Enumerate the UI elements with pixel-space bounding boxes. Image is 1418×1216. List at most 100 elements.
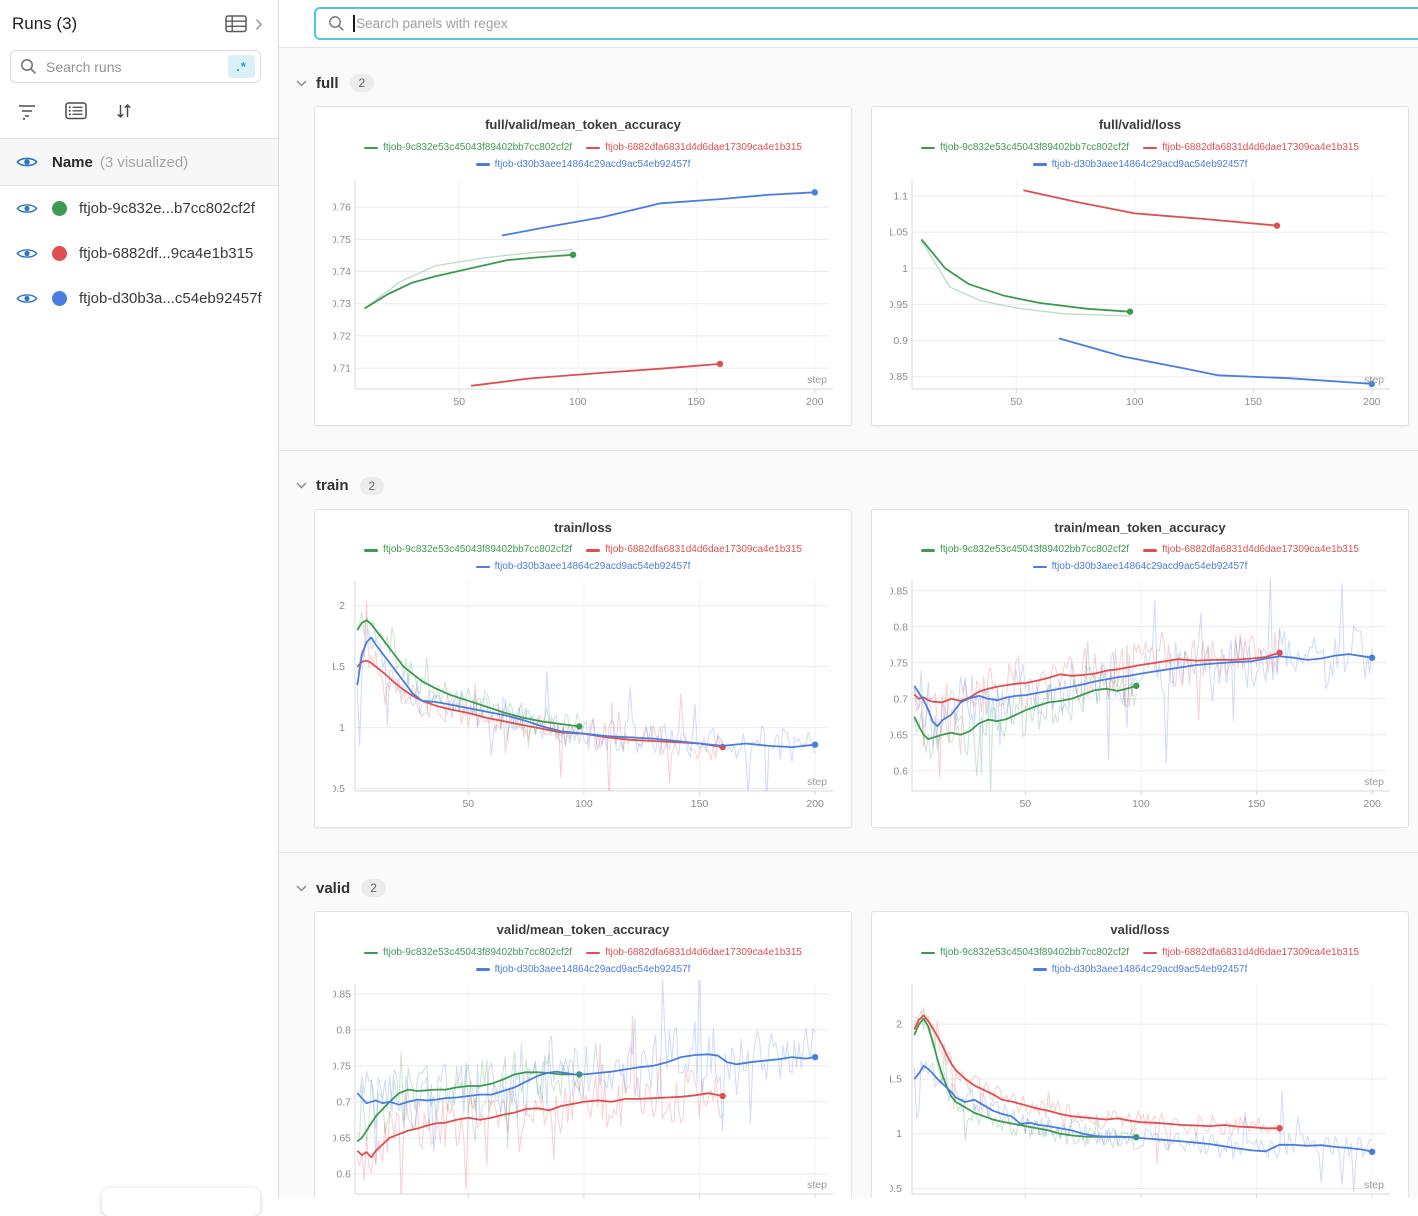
legend-swatch — [364, 146, 379, 149]
legend-entry[interactable]: ftjob-9c832e53c45043f89402bb7cc802cf2f — [921, 141, 1129, 155]
table-view-button[interactable] — [223, 13, 249, 35]
run-row[interactable]: ftjob-6882df...9ca4e1b315 — [0, 231, 278, 276]
legend-entry[interactable]: ftjob-6882dfa6831d4d6dae17309ca4e1b315 — [586, 141, 802, 155]
legend-entry[interactable]: ftjob-9c832e53c45043f89402bb7cc802cf2f — [364, 141, 572, 155]
run-name: ftjob-9c832e...b7cc802cf2f — [79, 200, 255, 217]
legend-entry[interactable]: ftjob-6882dfa6831d4d6dae17309ca4e1b315 — [586, 543, 802, 557]
expand-table-button[interactable] — [253, 16, 265, 33]
chart-panel[interactable]: valid/mean_token_accuracy ftjob-9c832e53c… — [314, 911, 852, 1198]
svg-text:0.65: 0.65 — [888, 729, 909, 741]
svg-text:0.85: 0.85 — [331, 988, 352, 1000]
chevron-down-icon[interactable] — [296, 482, 307, 489]
x-axis-label: step — [1364, 1179, 1384, 1191]
panel-section-train: train 2 train/loss ftjob-9c832e53c45043f894… — [279, 451, 1418, 853]
chart-title: full/valid/mean_token_accuracy — [485, 117, 681, 132]
legend-swatch — [475, 565, 490, 569]
legend-run-name: ftjob-6882dfa6831d4d6dae17309ca4e1b315 — [605, 544, 802, 556]
legend-entry[interactable]: ftjob-d30b3aee14864c29acd9ac54eb92457f — [475, 560, 691, 574]
chart-legend: ftjob-9c832e53c45043f89402bb7cc802cf2f ft… — [325, 541, 841, 575]
legend-swatch — [586, 951, 601, 954]
section-title: train — [316, 477, 349, 494]
legend-swatch — [586, 146, 601, 149]
svg-text:0.72: 0.72 — [331, 330, 352, 342]
sort-runs-button[interactable] — [114, 100, 134, 122]
eye-icon — [16, 204, 38, 213]
panel-search-box[interactable] — [314, 7, 1418, 40]
chart-legend: ftjob-9c832e53c45043f89402bb7cc802cf2f ft… — [325, 943, 841, 977]
run-row[interactable]: ftjob-9c832e...b7cc802cf2f — [0, 186, 278, 231]
visibility-toggle[interactable] — [14, 290, 40, 307]
chart-panel[interactable]: valid/loss ftjob-9c832e53c45043f89402bb7c… — [871, 911, 1409, 1198]
legend-swatch — [921, 951, 936, 954]
svg-text:1.5: 1.5 — [887, 1073, 902, 1085]
panel-grid: valid/mean_token_accuracy ftjob-9c832e53c… — [314, 911, 1410, 1198]
legend-entry[interactable]: ftjob-d30b3aee14864c29acd9ac54eb92457f — [1032, 560, 1247, 574]
chevron-right-icon — [255, 18, 263, 30]
runs-title: Runs (3) — [12, 14, 78, 33]
filter-runs-button[interactable] — [16, 100, 38, 122]
legend-run-name: ftjob-d30b3aee14864c29acd9ac54eb92457f — [494, 561, 691, 572]
svg-text:50: 50 — [462, 798, 474, 810]
chevron-down-icon[interactable] — [296, 79, 307, 87]
svg-text:0.76: 0.76 — [331, 201, 352, 213]
legend-run-name: ftjob-9c832e53c45043f89402bb7cc802cf2f — [940, 544, 1130, 556]
legend-entry[interactable]: ftjob-d30b3aee14864c29acd9ac54eb92457f — [1032, 963, 1247, 977]
svg-text:2: 2 — [896, 1018, 902, 1030]
legend-entry[interactable]: ftjob-d30b3aee14864c29acd9ac54eb92457f — [475, 963, 690, 977]
legend-entry[interactable]: ftjob-9c832e53c45043f89402bb7cc802cf2f — [921, 543, 1129, 557]
chart-plot[interactable]: 0.71 0.72 0.73 0.74 0.75 0.76 50 100 150 200 step — [325, 175, 841, 419]
visualized-count: (3 visualized) — [99, 153, 189, 171]
legend-run-name: ftjob-9c832e53c45043f89402bb7cc802cf2f — [940, 946, 1130, 958]
svg-text:200: 200 — [1363, 798, 1381, 810]
text-caret — [353, 15, 355, 32]
svg-text:150: 150 — [1248, 798, 1266, 810]
run-row[interactable]: ftjob-d30b3a...c54eb92457f — [0, 276, 278, 321]
legend-swatch — [364, 951, 379, 954]
chevron-down-icon[interactable] — [296, 884, 307, 892]
legend-entry[interactable]: ftjob-9c832e53c45043f89402bb7cc802cf2f — [364, 543, 572, 557]
run-color-dot — [52, 246, 67, 261]
legend-swatch — [364, 549, 379, 552]
section-header[interactable]: valid 2 — [296, 879, 1410, 897]
svg-text:1.1: 1.1 — [893, 190, 908, 202]
chart-panel[interactable]: train/mean_token_accuracy ftjob-9c832e53c… — [871, 508, 1409, 828]
runs-search-box[interactable]: .* — [10, 50, 261, 83]
legend-entry[interactable]: ftjob-6882dfa6831d4d6dae17309ca4e1b315 — [1143, 543, 1359, 557]
regex-toggle[interactable]: .* — [228, 55, 255, 78]
section-title: full — [316, 74, 339, 92]
legend-entry[interactable]: ftjob-9c832e53c45043f89402bb7cc802cf2f — [921, 946, 1129, 960]
visibility-toggle[interactable] — [14, 200, 40, 217]
group-runs-button[interactable] — [63, 100, 89, 122]
svg-text:0.65: 0.65 — [331, 1132, 352, 1144]
legend-entry[interactable]: ftjob-6882dfa6831d4d6dae17309ca4e1b315 — [1143, 946, 1359, 960]
runs-search-input[interactable] — [44, 57, 228, 76]
legend-entry[interactable]: ftjob-d30b3aee14864c29acd9ac54eb92457f — [475, 158, 690, 172]
toggle-all-visibility-button[interactable] — [14, 153, 40, 171]
search-icon — [329, 16, 344, 31]
legend-entry[interactable]: ftjob-9c832e53c45043f89402bb7cc802cf2f — [364, 946, 572, 960]
sort-icon — [117, 103, 131, 119]
eye-icon — [16, 294, 38, 303]
legend-entry[interactable]: ftjob-d30b3aee14864c29acd9ac54eb92457f — [1032, 158, 1247, 172]
legend-entry[interactable]: ftjob-6882dfa6831d4d6dae17309ca4e1b315 — [586, 946, 802, 960]
legend-entry[interactable]: ftjob-6882dfa6831d4d6dae17309ca4e1b315 — [1143, 141, 1359, 155]
run-list: ftjob-9c832e...b7cc802cf2f ftjob-6882df..… — [0, 186, 278, 321]
panel-search-input[interactable] — [355, 15, 1418, 32]
chart-panel[interactable]: train/loss ftjob-9c832e53c45043f89402bb7c… — [314, 508, 852, 828]
legend-swatch — [1143, 951, 1158, 954]
section-header[interactable]: train 2 — [296, 476, 1410, 495]
chart-panel[interactable]: full/valid/mean_token_accuracy ftjob-9c83… — [314, 106, 852, 426]
svg-text:0.85: 0.85 — [888, 371, 909, 383]
svg-text:0.85: 0.85 — [888, 585, 909, 597]
chart-plot[interactable]: 0.85 0.9 0.95 1 1.05 1.1 50 100 150 200 step — [882, 175, 1398, 419]
legend-swatch — [475, 163, 490, 166]
chart-panel[interactable]: full/valid/loss ftjob-9c832e53c45043f8940… — [871, 106, 1409, 426]
svg-text:100: 100 — [1126, 396, 1144, 408]
section-header[interactable]: full 2 — [296, 74, 1410, 92]
visibility-toggle[interactable] — [14, 245, 40, 262]
